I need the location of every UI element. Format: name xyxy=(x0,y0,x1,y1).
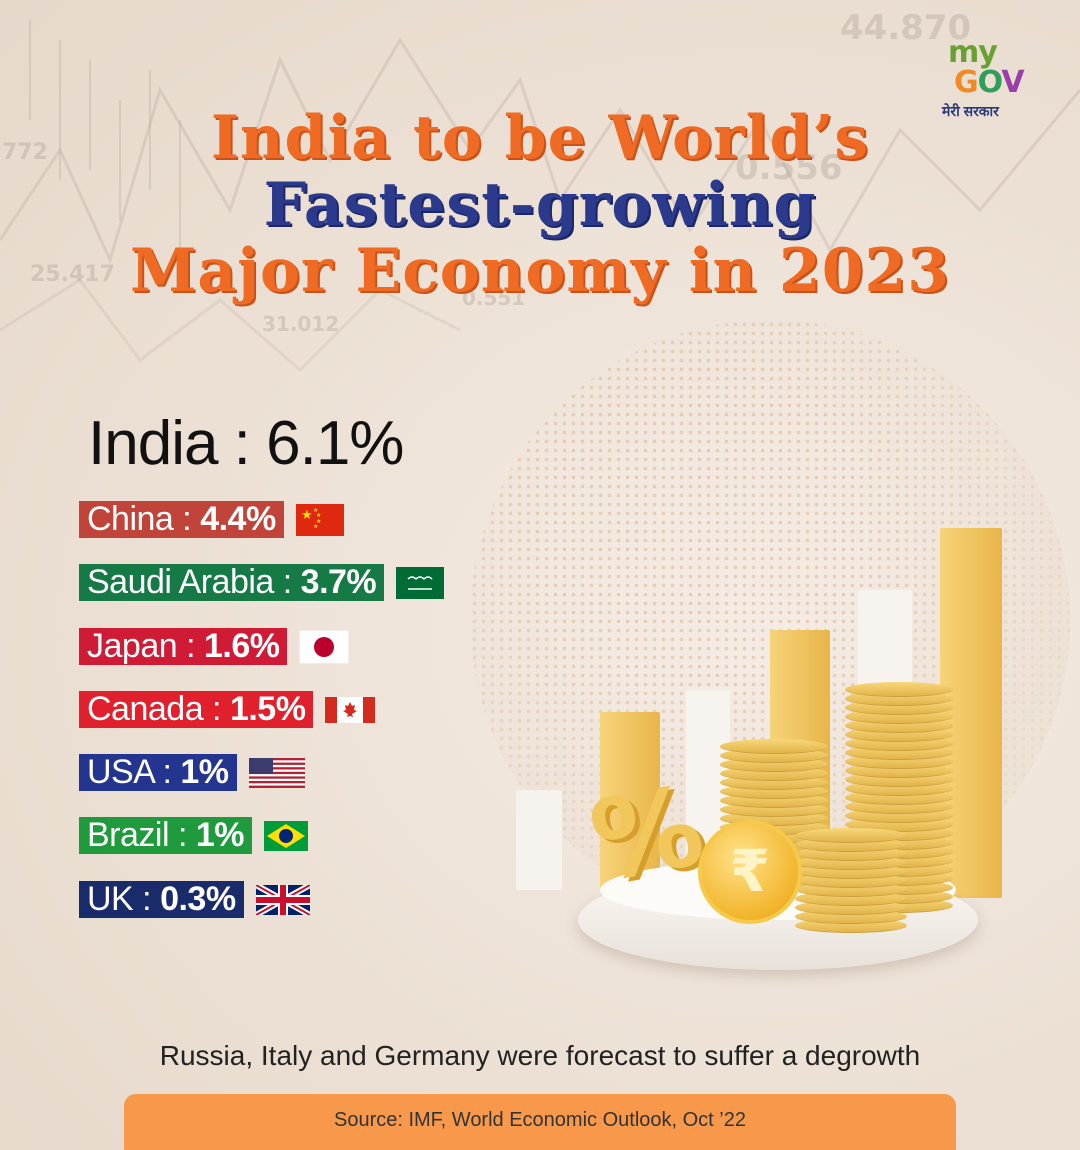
growth-bar xyxy=(600,712,660,892)
canada-flag-icon xyxy=(325,696,376,723)
country-value: 3.7% xyxy=(300,563,377,601)
country-label: UK : 0.3% xyxy=(79,881,244,918)
country-name: Japan xyxy=(87,627,178,665)
japan-flag-icon xyxy=(299,629,350,664)
logo-letter: V xyxy=(1001,65,1024,100)
coin xyxy=(845,682,953,697)
china-flag-icon: ★ ★★ ★★ xyxy=(295,503,344,536)
country-label: China : 4.4% xyxy=(79,501,284,538)
source-banner: Source: IMF, World Economic Outlook, Oct… xyxy=(124,1094,956,1150)
saudi-arabia-flag-icon xyxy=(396,566,445,599)
country-row-japan: Japan : 1.6% xyxy=(79,627,350,665)
country-value: 1.6% xyxy=(203,627,280,665)
coin-stack xyxy=(795,822,907,933)
logo-gov-text: GOV xyxy=(954,68,1052,98)
mygov-logo: my GOV मेरी सरकार xyxy=(942,38,1052,121)
svg-text:★: ★ xyxy=(316,518,321,525)
india-growth-label: India : 6.1% xyxy=(88,409,404,478)
country-row-usa: USA : 1% xyxy=(79,754,305,791)
logo-my-text: my xyxy=(948,35,998,70)
country-name: Canada xyxy=(87,690,204,728)
country-label: Saudi Arabia : 3.7% xyxy=(79,563,385,601)
title-line-1: India to be World’s xyxy=(210,103,870,173)
country-row-canada: Canada : 1.5% xyxy=(79,690,376,728)
logo-letter: G xyxy=(954,65,979,100)
svg-text:★: ★ xyxy=(313,507,318,514)
country-label: Canada : 1.5% xyxy=(79,690,314,728)
coin xyxy=(795,828,907,843)
background-number: 772 xyxy=(2,140,48,165)
usa-flag-icon xyxy=(248,757,305,788)
percent-symbol-icon: % xyxy=(581,761,713,907)
background-number: 31.012 xyxy=(262,312,340,336)
country-name: UK xyxy=(87,880,134,918)
background-number: 44.870 xyxy=(840,8,972,48)
country-name: China xyxy=(87,500,174,538)
country-value: 1.5% xyxy=(229,690,306,728)
country-row-saudi-arabia: Saudi Arabia : 3.7% xyxy=(79,563,445,601)
country-row-uk: UK : 0.3% xyxy=(79,881,310,918)
country-name: Brazil xyxy=(87,816,170,854)
background-number: 0.551 xyxy=(462,286,526,310)
svg-text:★: ★ xyxy=(301,507,313,522)
country-label: Japan : 1.6% xyxy=(79,627,288,665)
rupee-coin-icon: ₹ xyxy=(698,820,802,924)
country-label: Brazil : 1% xyxy=(79,816,253,854)
logo-gov: GOV xyxy=(954,65,1025,100)
country-name: USA xyxy=(87,753,154,791)
country-value: 0.3% xyxy=(160,880,236,918)
country-value: 1% xyxy=(180,753,229,791)
country-name: Saudi Arabia xyxy=(87,563,274,601)
growth-bar xyxy=(940,528,1002,898)
country-label: USA : 1% xyxy=(79,754,237,791)
degrowth-note: Russia, Italy and Germany were forecast … xyxy=(159,1040,921,1071)
country-row-brazil: Brazil : 1% xyxy=(79,816,309,854)
background-number: 25.417 xyxy=(30,262,115,287)
logo-letter: O xyxy=(977,65,1003,100)
country-value: 4.4% xyxy=(200,500,276,538)
brazil-flag-icon xyxy=(264,820,309,851)
uk-flag-icon xyxy=(255,884,310,915)
svg-text:★: ★ xyxy=(313,523,318,530)
country-value: 1% xyxy=(195,816,245,854)
title-line-2: Fastest-growing xyxy=(263,170,817,240)
coin xyxy=(720,739,828,754)
title-line-3: Major Economy in 2023 xyxy=(130,236,950,306)
svg-text:★: ★ xyxy=(316,512,321,519)
background-number: 0.556 xyxy=(735,148,843,188)
logo-tagline: मेरी सरकार xyxy=(942,103,999,119)
country-row-china: China : 4.4% ★ ★ ★ ★ ★ xyxy=(79,501,344,538)
growth-bar xyxy=(516,790,562,890)
